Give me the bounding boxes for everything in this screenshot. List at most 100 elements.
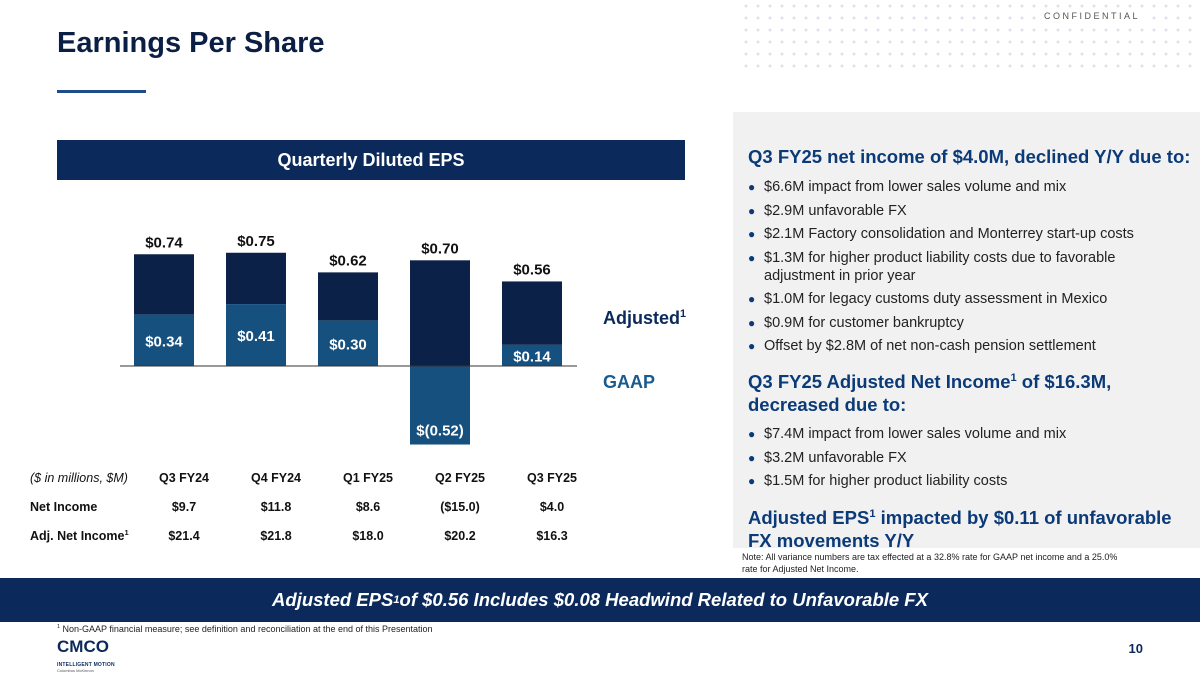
bar-gaap bbox=[318, 320, 378, 366]
bullet-dot-icon: ● bbox=[748, 427, 756, 441]
list-item: ● $6.6M impact from lower sales volume an… bbox=[748, 178, 1178, 196]
commentary-panel: Q3 FY25 net income of $4.0M, declined Y/… bbox=[733, 112, 1200, 551]
table-cell: $16.3 bbox=[536, 528, 568, 543]
table-cell: ($15.0) bbox=[440, 499, 480, 514]
table-cell: $4.0 bbox=[539, 499, 565, 514]
logo-subtagline: Columbus McKinnon bbox=[57, 668, 94, 673]
bullet-dot-icon: ● bbox=[748, 203, 756, 218]
summary-post: of $0.56 Includes $0.08 Headwind Related… bbox=[399, 589, 928, 610]
list-item: ● $1.3M for higher product liability cost… bbox=[748, 249, 1178, 285]
adjusted-value-label: $0.70 bbox=[421, 240, 459, 257]
bar-gaap bbox=[226, 304, 286, 366]
column-header: Q2 FY25 bbox=[434, 470, 486, 485]
bullet-dot-icon: ● bbox=[748, 450, 756, 465]
panel-heading-adj-eps: Adjusted EPS1 impacted by $0.11 of unfav… bbox=[748, 503, 1188, 552]
summary-banner: Adjusted EPS 1 of $0.56 Includes $0.08 He… bbox=[0, 578, 1200, 622]
column-header: Q1 FY25 bbox=[342, 470, 394, 485]
unit-label: ($ in millions, $M) bbox=[30, 470, 128, 485]
heading2-sup: 1 bbox=[1010, 372, 1017, 384]
column-header: Q3 FY24 bbox=[158, 470, 210, 485]
financials-table: ($ in millions, $M) Q3 FY24 Q4 FY24 Q1 F… bbox=[30, 463, 598, 550]
logo-tagline: INTELLIGENT MOTION bbox=[57, 662, 115, 668]
bar-adjusted bbox=[226, 252, 286, 305]
chart-title-banner: Quarterly Diluted EPS bbox=[57, 140, 685, 180]
row-label-text: Net Income bbox=[30, 499, 98, 514]
adjusted-value-label: $0.75 bbox=[237, 233, 275, 250]
gaap-value-label: $0.34 bbox=[145, 333, 183, 350]
legend-adjusted-sup: 1 bbox=[680, 308, 687, 320]
list-item-text: Offset by $2.8M of net non-cash pension … bbox=[764, 338, 1096, 354]
bullet-dot-icon: ● bbox=[748, 292, 756, 306]
bullet-dot-icon: ● bbox=[748, 250, 756, 265]
bar-adjusted bbox=[134, 254, 194, 315]
bar-gaap bbox=[134, 314, 194, 366]
list-item: ● $1.5M for higher product liability cost… bbox=[748, 472, 1178, 490]
footnote-text: Non-GAAP financial measure; see definiti… bbox=[60, 624, 433, 634]
list-item: ● $2.9M unfavorable FX bbox=[748, 202, 1178, 220]
column-header: Q4 FY24 bbox=[250, 470, 302, 485]
list-item: ● Offset by $2.8M of net non-cash pension… bbox=[748, 337, 1178, 355]
list-item-text: $2.9M unfavorable FX bbox=[764, 202, 907, 219]
bar-adjusted bbox=[502, 281, 562, 345]
table-cell: $8.6 bbox=[355, 499, 381, 514]
page-number: 10 bbox=[1128, 641, 1143, 656]
table-header-row: ($ in millions, $M) Q3 FY24 Q4 FY24 Q1 F… bbox=[30, 463, 598, 492]
panel-heading-adj-net-income: Q3 FY25 Adjusted Net Income1 of $16.3M, … bbox=[748, 367, 1168, 416]
bullet-dot-icon: ● bbox=[748, 315, 756, 330]
list-item-text: $0.9M for customer bankruptcy bbox=[764, 314, 964, 331]
heading3-post: impacted by $0.11 of unfavorable FX move… bbox=[748, 507, 1172, 552]
logo-letters: CMCO bbox=[57, 637, 109, 656]
legend-adjusted: Adjusted1 bbox=[603, 308, 686, 329]
list-item-text: $1.3M for higher product liability costs… bbox=[764, 249, 1116, 284]
footnote-sup: 1 bbox=[57, 624, 60, 630]
title-underline bbox=[57, 90, 146, 93]
confidential-label: CONFIDENTIAL bbox=[1039, 11, 1144, 21]
bar-adjusted bbox=[318, 272, 378, 321]
table-cell: $9.7 bbox=[171, 499, 197, 514]
list-item: ● $3.2M unfavorable FX bbox=[748, 449, 1178, 467]
page-title: Earnings Per Share bbox=[57, 27, 325, 59]
list-item-text: $6.6M impact from lower sales volume and… bbox=[764, 179, 1067, 195]
table-cell: $11.8 bbox=[260, 499, 292, 514]
table-cell: $21.8 bbox=[260, 528, 292, 543]
heading3-pre: Adjusted EPS bbox=[748, 507, 870, 529]
column-header: Q3 FY25 bbox=[526, 470, 578, 485]
heading3-sup: 1 bbox=[869, 508, 876, 520]
bullet-dot-icon: ● bbox=[748, 339, 756, 353]
list-item-text: $2.1M Factory consolidation and Monterre… bbox=[764, 226, 1134, 242]
heading2-post: of $16.3M, decreased due to: bbox=[748, 371, 1112, 416]
footnote: 1 Non-GAAP financial measure; see defini… bbox=[57, 624, 433, 634]
list-item-text: $1.5M for higher product liability costs bbox=[764, 473, 1008, 489]
adj-net-income-bullets: ● $7.4M impact from lower sales volume an… bbox=[748, 425, 1178, 496]
list-item: ● $0.9M for customer bankruptcy bbox=[748, 314, 1178, 332]
list-item-text: $3.2M unfavorable FX bbox=[764, 449, 907, 466]
row-label-sup: 1 bbox=[124, 527, 129, 537]
summary-sup: 1 bbox=[393, 594, 400, 606]
row-label: Net Income bbox=[30, 492, 138, 521]
bullet-dot-icon: ● bbox=[748, 227, 756, 241]
legend-gaap: GAAP bbox=[603, 372, 656, 392]
company-logo: CMCO INTELLIGENT MOTION Columbus McKinno… bbox=[57, 636, 117, 673]
bullet-dot-icon: ● bbox=[748, 474, 756, 488]
gaap-value-label: $0.41 bbox=[237, 328, 275, 345]
list-item: ● $7.4M impact from lower sales volume an… bbox=[748, 425, 1178, 443]
table-row-adj-net-income: Adj. Net Income1 $21.4 $21.8 $18.0 $20.2… bbox=[30, 521, 598, 550]
adjusted-value-label: $0.62 bbox=[329, 252, 367, 269]
panel-heading-net-income: Q3 FY25 net income of $4.0M, declined Y/… bbox=[748, 146, 1191, 167]
list-item-text: $1.0M for legacy customs duty assessment… bbox=[764, 291, 1108, 307]
table-row-net-income: Net Income $9.7 $11.8 $8.6 ($15.0) $4.0 bbox=[30, 492, 598, 521]
list-item: ● $1.0M for legacy customs duty assessmen… bbox=[748, 290, 1178, 308]
list-item-text: $7.4M impact from lower sales volume and… bbox=[764, 426, 1067, 442]
row-label: Adj. Net Income1 bbox=[30, 521, 138, 550]
adjusted-value-label: $0.74 bbox=[145, 234, 183, 251]
variance-note: Note: All variance numbers are tax effec… bbox=[742, 552, 1118, 574]
bar-adjusted bbox=[410, 260, 470, 366]
bullet-dot-icon: ● bbox=[748, 180, 756, 194]
row-label-text: Adj. Net Income bbox=[30, 529, 125, 544]
net-income-bullets: ● $6.6M impact from lower sales volume an… bbox=[748, 178, 1178, 361]
legend-adjusted-text: Adjusted bbox=[603, 308, 681, 328]
cmco-logo-mark: CMCO bbox=[57, 637, 109, 656]
adjusted-value-label: $0.56 bbox=[513, 261, 551, 278]
list-item: ● $2.1M Factory consolidation and Monterr… bbox=[748, 225, 1178, 243]
table-cell: $20.2 bbox=[444, 528, 476, 543]
